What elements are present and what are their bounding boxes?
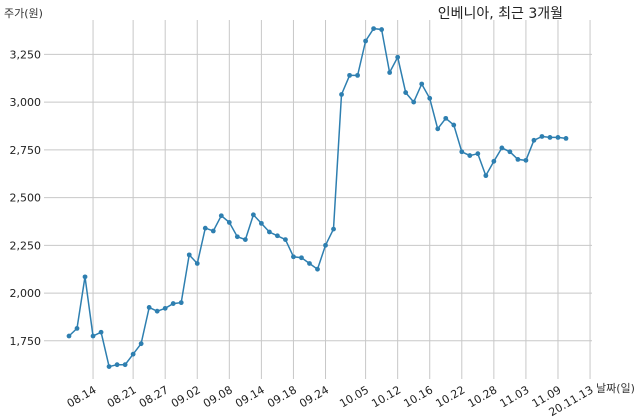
data-point: [267, 229, 272, 235]
data-point: [515, 156, 521, 162]
data-point: [90, 333, 96, 339]
data-point: [427, 95, 433, 101]
data-point: [451, 122, 457, 128]
x-tick-label: 10.05: [337, 383, 371, 410]
x-tick-label: 09.24: [297, 383, 331, 410]
data-point: [178, 300, 184, 306]
data-point: [459, 149, 465, 155]
data-point: [194, 261, 200, 266]
data-point: [523, 157, 529, 163]
data-point: [531, 137, 537, 143]
x-tick-label: 11.03: [498, 383, 532, 410]
x-axis-label: 날짜(일): [596, 381, 635, 395]
data-point: [411, 99, 417, 105]
data-point: [210, 228, 216, 234]
data-point: [234, 234, 240, 240]
data-point: [283, 237, 288, 243]
data-point: [547, 135, 553, 140]
data-point: [483, 173, 489, 179]
grid-lines: [44, 20, 592, 379]
data-point: [419, 81, 425, 87]
data-point: [226, 220, 232, 225]
data-point: [379, 27, 385, 32]
data-point: [218, 213, 224, 219]
y-tick-label: 2,500: [10, 192, 42, 205]
data-point: [170, 301, 176, 306]
data-point: [363, 38, 368, 44]
data-point: [202, 225, 208, 231]
data-point: [106, 364, 112, 369]
data-point: [275, 233, 280, 239]
x-tick-label: 09.08: [201, 383, 235, 410]
data-point: [507, 149, 513, 155]
data-point: [114, 362, 120, 368]
data-point: [258, 220, 264, 226]
x-tick-label: 10.12: [369, 383, 403, 410]
data-point: [186, 252, 192, 258]
data-point: [331, 226, 336, 232]
data-point: [98, 329, 104, 335]
data-point: [162, 305, 168, 311]
x-tick-label: 09.02: [169, 383, 203, 410]
data-point: [355, 72, 360, 78]
data-point: [387, 70, 393, 75]
y-tick-label: 2,750: [10, 144, 42, 157]
data-point: [146, 304, 152, 310]
data-point: [323, 242, 328, 248]
price-series-points: [66, 26, 569, 369]
data-point: [307, 261, 312, 266]
x-tick-label: 10.28: [466, 383, 500, 410]
data-point: [250, 212, 256, 218]
data-point: [435, 126, 441, 132]
x-tick-label: 08.27: [137, 383, 171, 410]
x-tick-label: 08.21: [105, 383, 139, 410]
y-tick-label: 3,250: [10, 48, 42, 61]
data-point: [242, 237, 248, 243]
y-tick-label: 3,000: [10, 96, 42, 109]
y-axis-tick-labels: 1,750 2,000 2,250 2,500 2,750 3,000 3,250: [10, 48, 42, 347]
data-point: [339, 92, 344, 97]
data-point: [154, 308, 160, 314]
data-point: [66, 333, 72, 339]
x-tick-label: 09.18: [265, 383, 299, 410]
y-tick-label: 2,250: [10, 239, 42, 252]
data-point: [347, 72, 352, 78]
data-point: [371, 26, 377, 31]
data-point: [74, 325, 80, 331]
data-point: [130, 351, 136, 357]
chart-title: 인베니아, 최근 3개월: [438, 6, 563, 22]
x-tick-label: 09.14: [233, 383, 267, 410]
x-tick-label: 10.22: [434, 383, 468, 410]
y-tick-label: 2,000: [10, 287, 42, 300]
data-point: [491, 158, 497, 164]
data-point: [555, 135, 561, 140]
data-point: [443, 115, 449, 121]
data-point: [82, 274, 88, 280]
data-point: [138, 341, 144, 347]
x-axis-tick-labels: 08.14 08.2108.2709.0209.0809.1409.1809.24…: [65, 383, 596, 419]
y-tick-label: 1,750: [10, 335, 42, 348]
data-point: [475, 151, 481, 157]
x-tick-label: 08.14: [65, 383, 99, 410]
y-axis-label: 주가(원): [4, 7, 43, 20]
x-tick-label: 10.16: [401, 383, 435, 410]
data-point: [467, 153, 473, 158]
data-point: [563, 135, 569, 141]
data-point: [122, 362, 128, 368]
data-point: [315, 266, 320, 272]
data-point: [291, 254, 296, 260]
data-point: [403, 90, 409, 95]
data-point: [499, 145, 505, 151]
data-point: [299, 255, 304, 261]
data-point: [395, 54, 401, 60]
data-point: [539, 134, 545, 139]
